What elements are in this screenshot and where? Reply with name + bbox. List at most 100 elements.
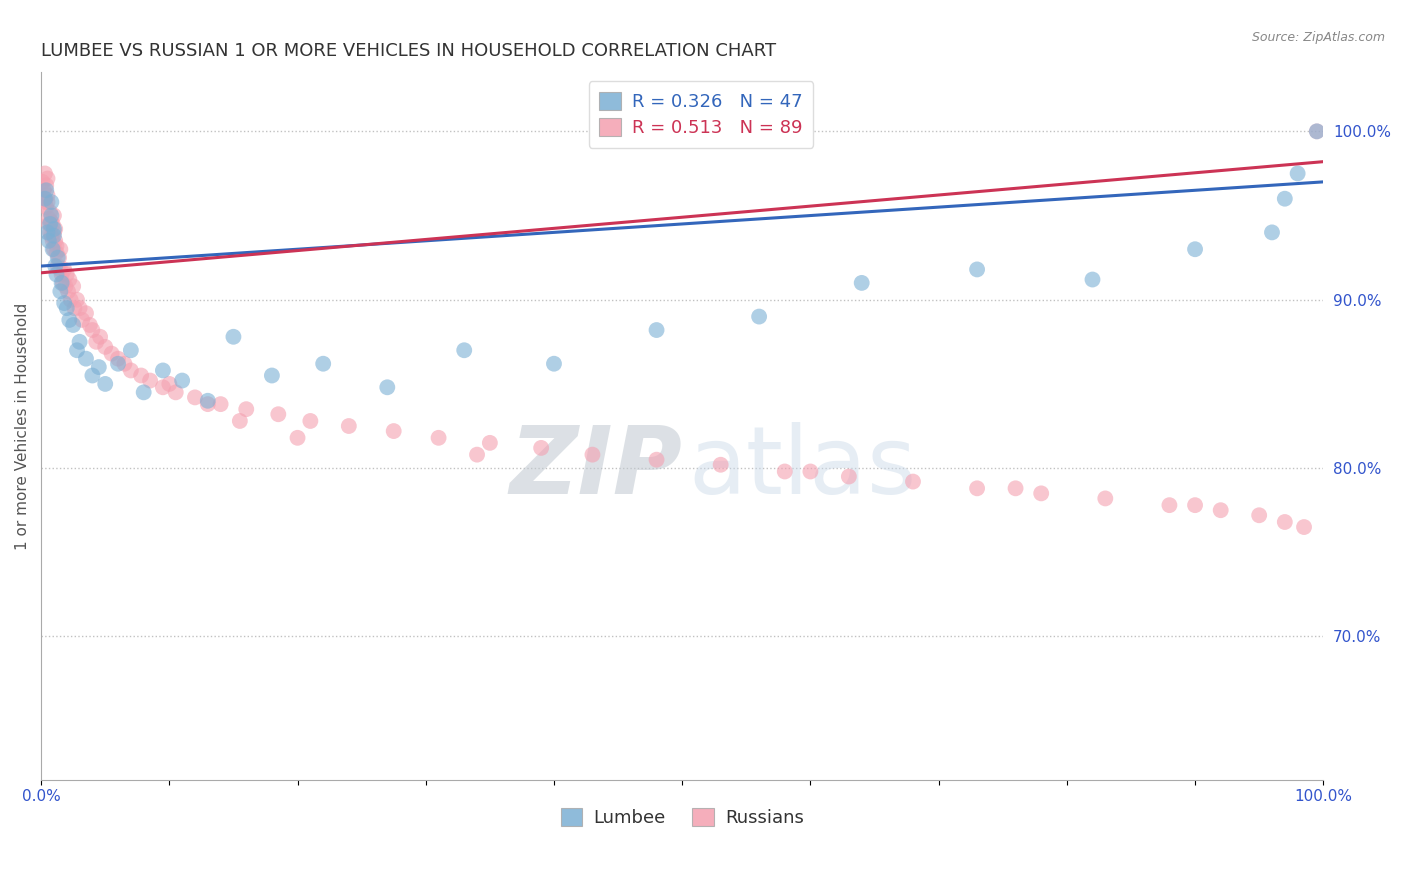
Point [120, 363, 142, 377]
Point [44, 222, 66, 236]
Point [49, 242, 72, 256]
Point [37, 195, 59, 210]
Point [38, 217, 60, 231]
Point [260, 368, 283, 383]
Point [129, 368, 152, 383]
Point [34, 195, 56, 210]
Text: atlas: atlas [689, 423, 917, 515]
Point [901, 475, 924, 489]
Point [645, 452, 668, 467]
Point [94, 376, 117, 391]
Point [55, 301, 77, 315]
Point [966, 262, 988, 277]
Point [107, 357, 129, 371]
Point [197, 393, 219, 408]
Point [42, 242, 65, 256]
Point [139, 374, 162, 388]
Point [748, 310, 770, 324]
Point [62, 279, 84, 293]
Text: Source: ZipAtlas.com: Source: ZipAtlas.com [1251, 31, 1385, 45]
Point [56, 285, 79, 299]
Point [42, 228, 65, 243]
Point [1306, 124, 1329, 138]
Point [41, 234, 63, 248]
Point [229, 414, 252, 428]
Point [1274, 515, 1296, 529]
Legend: Lumbee, Russians: Lumbee, Russians [554, 801, 811, 834]
Point [453, 343, 475, 358]
Point [132, 385, 155, 400]
Point [1159, 498, 1181, 512]
Point [337, 419, 360, 434]
Point [581, 448, 603, 462]
Point [838, 469, 860, 483]
Point [45, 239, 67, 253]
Point [35, 178, 58, 193]
Point [53, 262, 76, 277]
Point [375, 380, 398, 394]
Point [75, 306, 97, 320]
Text: ZIP: ZIP [509, 423, 682, 515]
Point [66, 293, 89, 307]
Point [1261, 226, 1284, 240]
Point [45, 268, 67, 282]
Point [58, 272, 80, 286]
Point [157, 376, 180, 391]
Point [114, 357, 136, 371]
Point [52, 276, 75, 290]
Point [44, 259, 66, 273]
Point [38, 234, 60, 248]
Point [84, 334, 107, 349]
Point [107, 351, 129, 366]
Y-axis label: 1 or more Vehicles in Household: 1 or more Vehicles in Household [15, 302, 30, 549]
Point [799, 465, 821, 479]
Point [63, 301, 86, 315]
Text: LUMBEE VS RUSSIAN 1 OR MORE VEHICLES IN HOUSEHOLD CORRELATION CHART: LUMBEE VS RUSSIAN 1 OR MORE VEHICLES IN … [41, 42, 776, 60]
Point [209, 397, 232, 411]
Point [42, 209, 65, 223]
Point [32, 192, 55, 206]
Point [465, 448, 488, 462]
Point [69, 301, 91, 315]
Point [32, 183, 55, 197]
Point [710, 458, 733, 472]
Point [773, 465, 796, 479]
Point [51, 276, 73, 290]
Point [44, 234, 66, 248]
Point [38, 211, 60, 226]
Point [645, 323, 668, 337]
Point [87, 360, 110, 375]
Point [94, 340, 117, 354]
Point [41, 215, 63, 229]
Point [42, 226, 65, 240]
Point [34, 192, 56, 206]
Point [79, 318, 101, 332]
Point [46, 259, 69, 273]
Point [222, 330, 245, 344]
Point [172, 374, 194, 388]
Point [53, 296, 76, 310]
Point [75, 351, 97, 366]
Point [152, 363, 174, 377]
Point [1306, 124, 1329, 138]
Point [1209, 503, 1232, 517]
Point [427, 431, 450, 445]
Point [48, 251, 70, 265]
Point [39, 217, 62, 231]
Point [299, 414, 322, 428]
Point [100, 346, 122, 360]
Point [1004, 481, 1026, 495]
Point [1031, 486, 1053, 500]
Point [530, 441, 553, 455]
Point [1274, 192, 1296, 206]
Point [41, 195, 63, 210]
Point [165, 385, 187, 400]
Point [66, 343, 89, 358]
Point [543, 357, 565, 371]
Point [58, 313, 80, 327]
Point [41, 217, 63, 231]
Point [62, 318, 84, 332]
Point [51, 268, 73, 282]
Point [69, 334, 91, 349]
Point [382, 424, 405, 438]
